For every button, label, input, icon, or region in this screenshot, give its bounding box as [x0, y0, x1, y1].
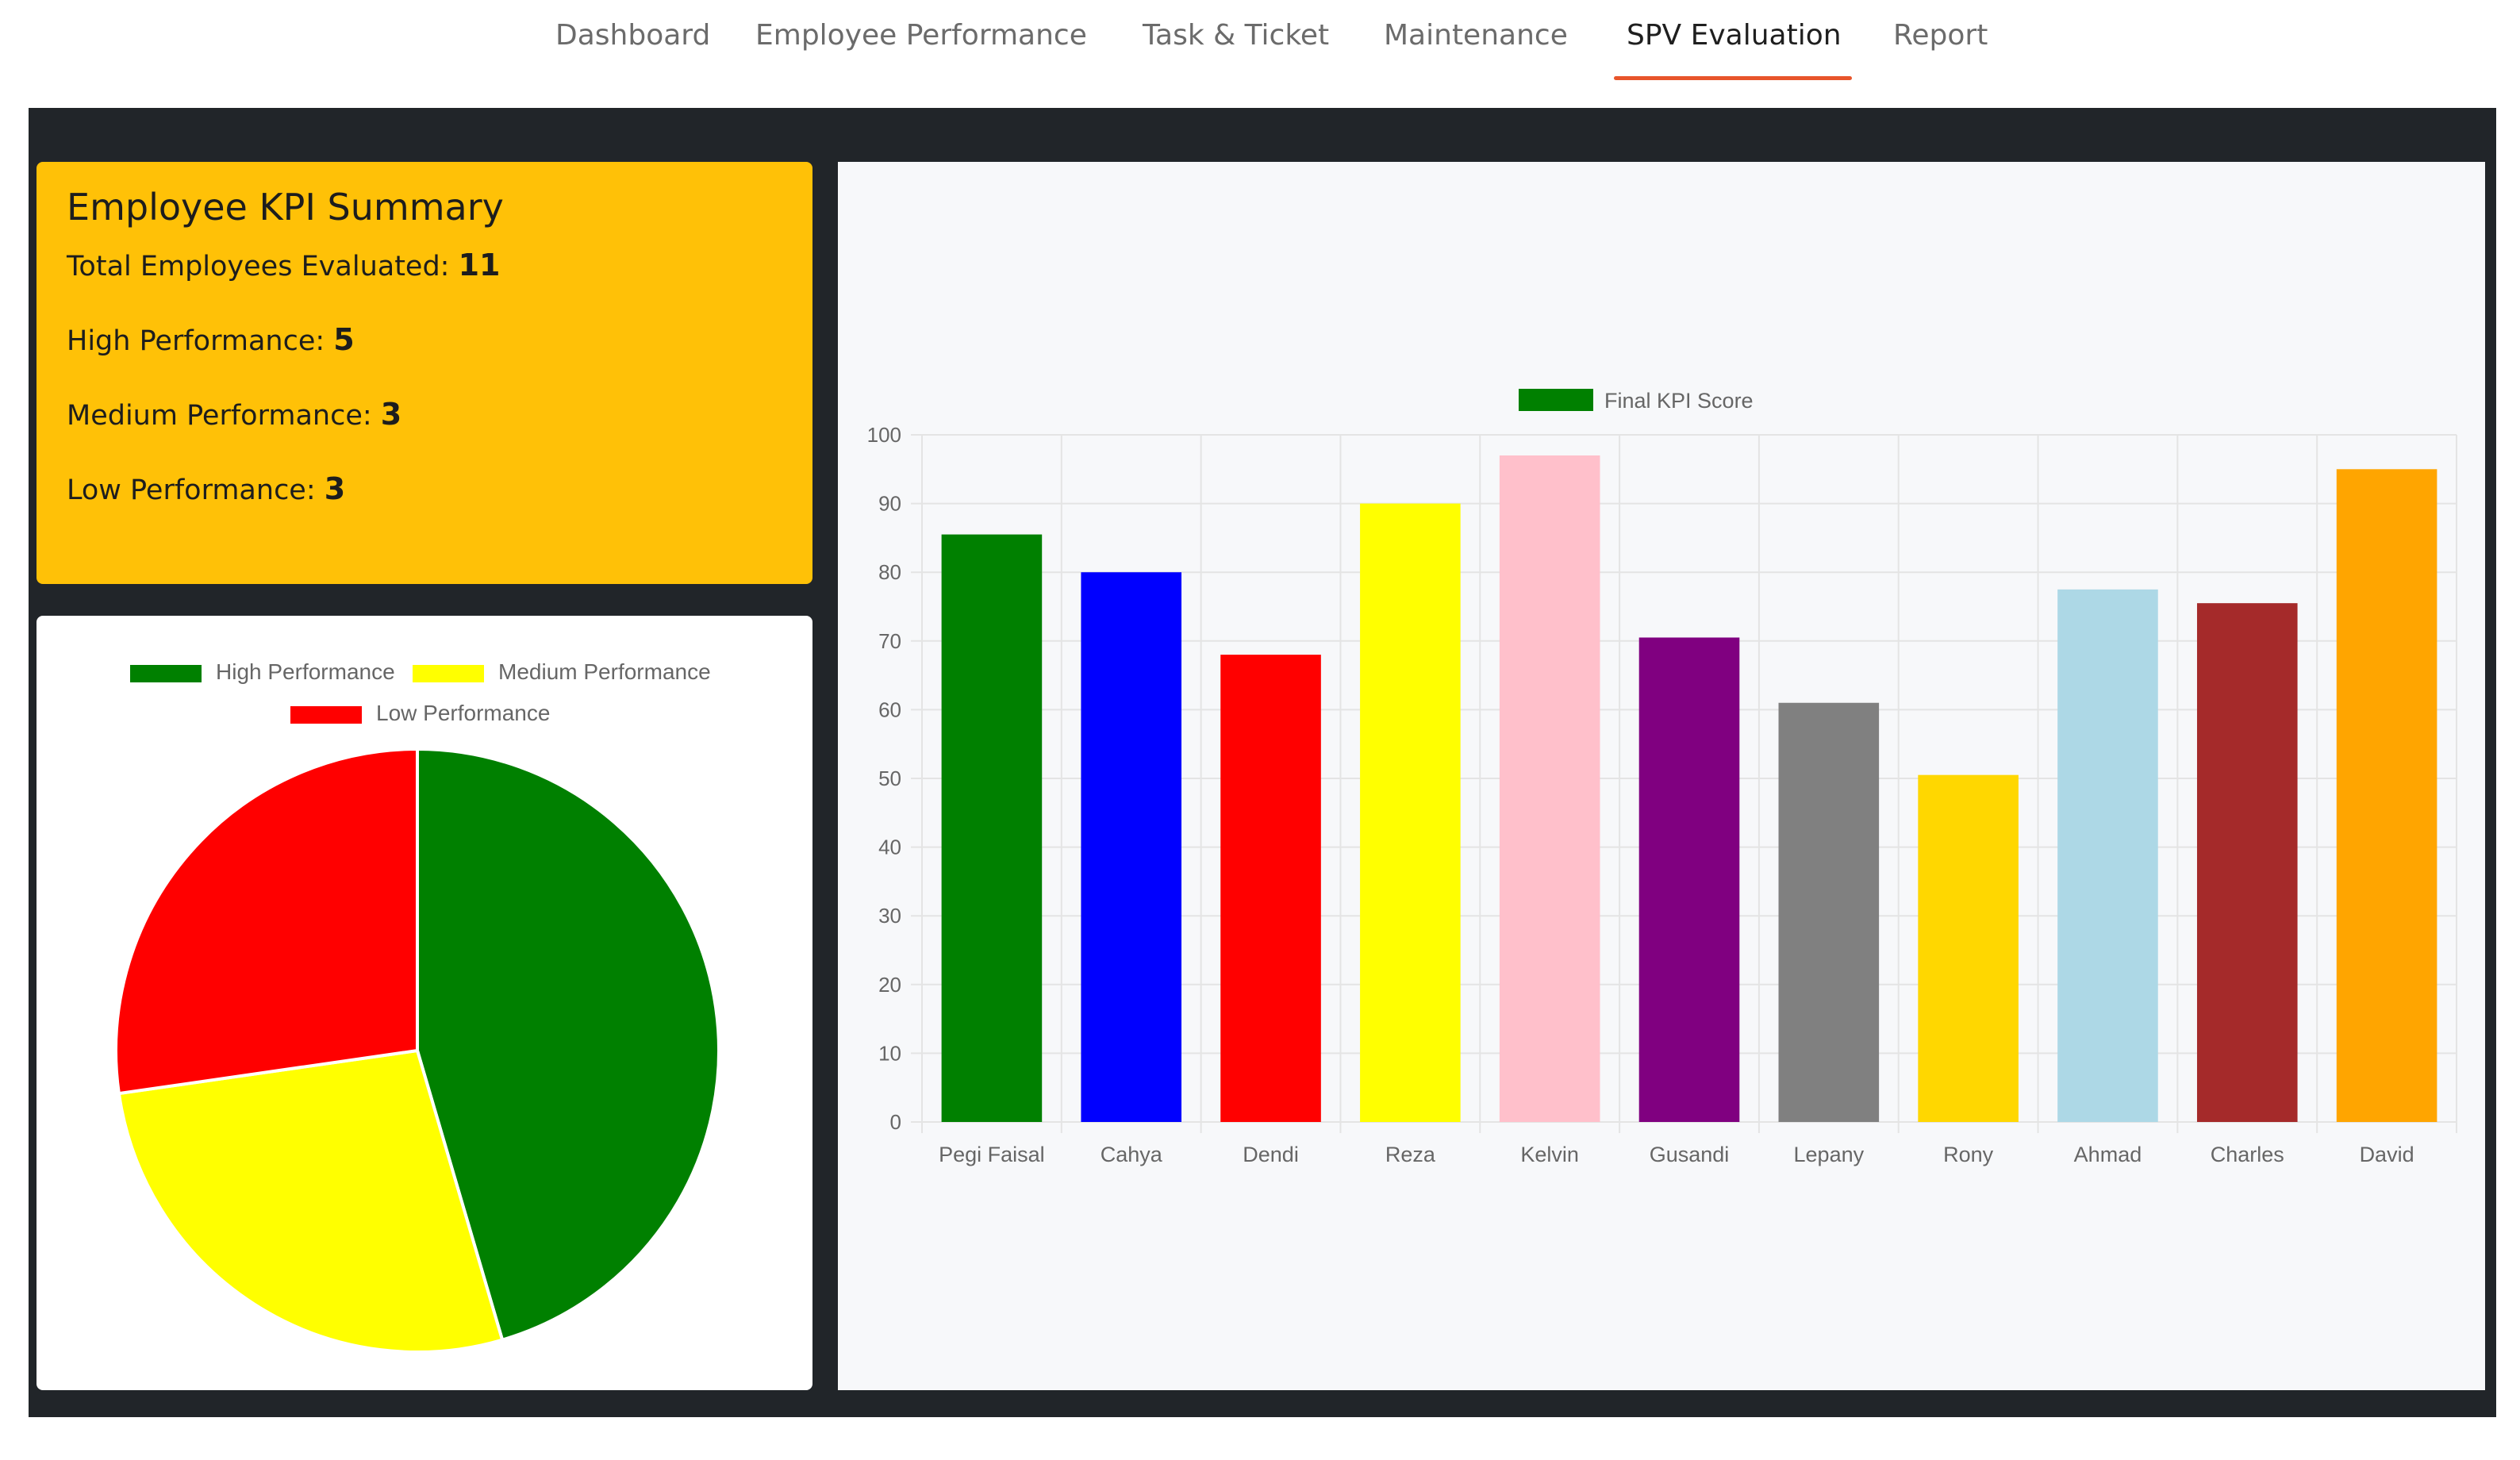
pie-legend-swatch[interactable]	[130, 665, 202, 682]
x-tick-label: Dendi	[1243, 1143, 1299, 1166]
x-tick-label: Rony	[1943, 1143, 1994, 1166]
y-tick-label: 10	[878, 1041, 901, 1065]
kpi-bar[interactable]	[1220, 655, 1321, 1122]
total-employees-label: Total Employees Evaluated:	[67, 251, 459, 282]
kpi-summary-card: Employee KPI Summary Total Employees Eva…	[36, 162, 812, 584]
low-performance-label: Low Performance:	[67, 474, 325, 506]
kpi-bar[interactable]	[2336, 469, 2437, 1122]
kpi-bar[interactable]	[1360, 503, 1461, 1122]
kpi-bar-chart: 0 10 20 30 40 50 60 70 80 90 100 Pegi Faisal Cahya De…	[867, 389, 2457, 1166]
x-tick-label: Cahya	[1101, 1143, 1163, 1166]
y-tick-label: 100	[867, 423, 901, 447]
y-tick-label: 50	[878, 766, 901, 790]
y-tick-label: 30	[878, 904, 901, 928]
x-tick-label: Reza	[1385, 1143, 1436, 1166]
y-tick-label: 0	[890, 1110, 901, 1134]
performance-pie-chart: High Performance Medium Performance Low Pe…	[114, 659, 720, 1354]
x-tick-label: Kelvin	[1520, 1143, 1579, 1166]
tab-spv-evaluation[interactable]: SPV Evaluation	[1627, 19, 1842, 52]
high-performance-value: 5	[333, 322, 355, 357]
low-performance-row: Low Performance: 3	[67, 465, 782, 540]
pie-legend-swatch[interactable]	[290, 706, 362, 724]
y-tick-label: 90	[878, 492, 901, 516]
y-tick-label: 60	[878, 697, 901, 721]
kpi-bar[interactable]	[1081, 572, 1182, 1122]
active-tab-indicator	[1614, 76, 1852, 80]
pie-slice[interactable]	[114, 747, 419, 1096]
tab-report[interactable]: Report	[1893, 19, 1988, 52]
y-tick-label: 70	[878, 629, 901, 653]
y-tick-label: 20	[878, 973, 901, 997]
tab-dashboard[interactable]: Dashboard	[555, 19, 711, 52]
x-tick-label: David	[2360, 1143, 2414, 1166]
y-tick-label: 80	[878, 560, 901, 584]
bar-legend-label[interactable]: Final KPI Score	[1604, 389, 1754, 413]
performance-pie-card: High Performance Medium Performance Low Pe…	[36, 616, 812, 1390]
pie-legend-label[interactable]: Low Performance	[376, 701, 550, 725]
kpi-summary-title: Employee KPI Summary	[67, 186, 504, 229]
bar-legend-swatch[interactable]	[1519, 389, 1593, 411]
total-employees-row: Total Employees Evaluated: 11	[67, 241, 782, 316]
pie-legend-swatch[interactable]	[413, 665, 484, 682]
kpi-bar-card: 0 10 20 30 40 50 60 70 80 90 100 Pegi Faisal Cahya De…	[838, 162, 2485, 1390]
x-tick-label: Gusandi	[1650, 1143, 1730, 1166]
pie-slice[interactable]	[416, 747, 720, 1343]
tab-employee-performance[interactable]: Employee Performance	[755, 19, 1087, 52]
pie-slice[interactable]	[117, 1048, 505, 1354]
x-tick-label: Ahmad	[2074, 1143, 2142, 1166]
low-performance-value: 3	[324, 471, 346, 506]
tab-maintenance[interactable]: Maintenance	[1384, 19, 1568, 52]
kpi-bar[interactable]	[941, 534, 1043, 1122]
medium-performance-value: 3	[380, 397, 402, 432]
tab-task-ticket[interactable]: Task & Ticket	[1143, 19, 1330, 52]
x-tick-label: Lepany	[1794, 1143, 1865, 1166]
medium-performance-row: Medium Performance: 3	[67, 390, 782, 465]
y-tick-label: 40	[878, 836, 901, 859]
x-tick-label: Pegi Faisal	[939, 1143, 1045, 1166]
kpi-bar[interactable]	[1499, 455, 1600, 1122]
kpi-bar[interactable]	[1778, 702, 1880, 1122]
high-performance-row: High Performance: 5	[67, 316, 782, 390]
kpi-bar[interactable]	[1918, 774, 2019, 1122]
kpi-bar[interactable]	[2057, 589, 2158, 1122]
top-nav: Dashboard Employee Performance Task & Ti…	[0, 0, 2520, 103]
total-employees-value: 11	[458, 248, 501, 282]
medium-performance-label: Medium Performance:	[67, 400, 381, 432]
pie-legend-label[interactable]: Medium Performance	[498, 659, 711, 684]
x-tick-label: Charles	[2211, 1143, 2284, 1166]
pie-legend-label[interactable]: High Performance	[216, 659, 395, 684]
kpi-bar[interactable]	[2196, 603, 2298, 1122]
kpi-bar[interactable]	[1638, 637, 1740, 1122]
high-performance-label: High Performance:	[67, 325, 334, 357]
